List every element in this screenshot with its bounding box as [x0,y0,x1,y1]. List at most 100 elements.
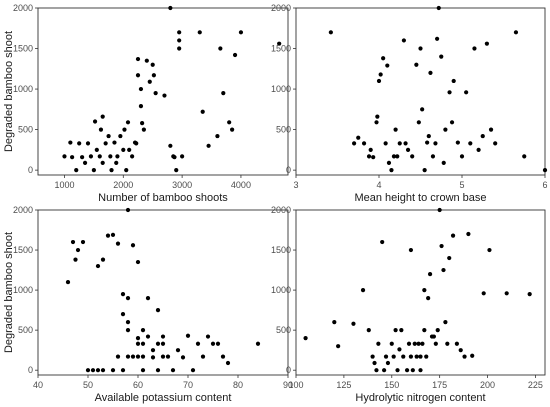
data-point [180,355,186,360]
x-tick-label: 3000 [172,180,192,190]
data-point [109,168,114,173]
data-point [125,120,131,125]
data-point [418,368,423,373]
data-point [422,287,427,293]
data-point [120,292,126,297]
data-point [200,354,206,359]
data-point [464,90,469,95]
data-point [177,46,182,51]
data-point [370,354,375,359]
data-point [430,154,436,159]
x-tick-label: 4000 [231,180,251,190]
data-point [418,46,423,51]
data-point [205,334,211,339]
data-point [399,328,404,333]
data-point [470,353,475,358]
data-point [197,30,202,35]
data-point [125,207,131,213]
data-point [356,135,361,140]
data-point [366,328,371,333]
x-tick-label: 5 [459,180,464,190]
data-point [425,140,430,145]
y-tick-label: 0 [28,165,33,175]
data-point [445,341,450,346]
data-point [95,368,101,373]
y-tick-label: 1500 [13,245,33,255]
y-tick-label: 1000 [13,285,33,295]
data-point [435,36,440,41]
x-axis-title: Mean height to crown base [354,192,486,204]
data-point [459,154,465,159]
data-point [433,141,438,146]
plot-frame [37,7,289,176]
data-point [155,341,161,346]
x-tick-label: 200 [480,380,495,390]
data-point [151,73,156,78]
data-point [140,341,146,346]
data-point [91,168,96,173]
data-point [110,368,116,373]
data-point [405,147,411,152]
data-point [386,160,392,165]
data-point [135,259,141,265]
data-point [80,239,86,245]
data-point [385,63,390,68]
data-point [85,141,91,146]
data-point [414,62,419,67]
data-point [504,291,509,296]
y-tick-label: 2000 [13,3,33,13]
data-point [145,334,151,339]
data-point [140,328,146,333]
data-point [120,312,126,317]
data-point [100,160,105,165]
y-tick-label: 1500 [271,245,291,255]
data-point [395,368,400,373]
data-point [177,38,182,43]
data-point [135,336,141,341]
data-point [493,141,498,146]
x-tick-label: 125 [336,380,351,390]
data-point [412,341,417,346]
data-point [200,109,205,114]
data-point [122,127,127,132]
x-tick-label: 175 [432,380,447,390]
data-point [121,147,126,152]
data-point [424,354,429,359]
x-axis-title: Available potassium content [95,392,232,404]
x-tick-label: 225 [528,380,543,390]
x-tick-label: 2000 [113,180,133,190]
data-point [372,360,377,366]
data-point [476,147,481,152]
x-axis-title: Number of bamboo shoots [98,192,228,204]
y-tick-label: 0 [28,365,33,375]
data-point [160,334,166,339]
data-point [153,91,158,96]
data-point [422,168,427,173]
y-tick-label: 500 [18,325,33,335]
data-point [522,154,527,159]
y-tick-label: 2000 [13,205,33,215]
data-point [221,91,226,96]
data-point [98,127,104,132]
data-point [215,133,220,139]
data-point [115,154,120,159]
data-point [172,155,177,160]
data-point [393,127,398,132]
data-point [227,120,232,125]
data-point [100,368,106,373]
data-point [73,257,78,262]
data-point [389,341,394,346]
data-point [376,78,382,84]
data-point [88,154,94,159]
data-point [105,233,111,238]
data-point [135,341,141,346]
data-point [75,247,81,253]
data-point [351,321,356,326]
data-point [420,107,425,112]
data-point [360,287,366,293]
data-point [458,348,463,353]
data-point [230,127,235,132]
data-point [361,141,367,146]
data-point [94,147,99,152]
data-point [140,354,146,359]
